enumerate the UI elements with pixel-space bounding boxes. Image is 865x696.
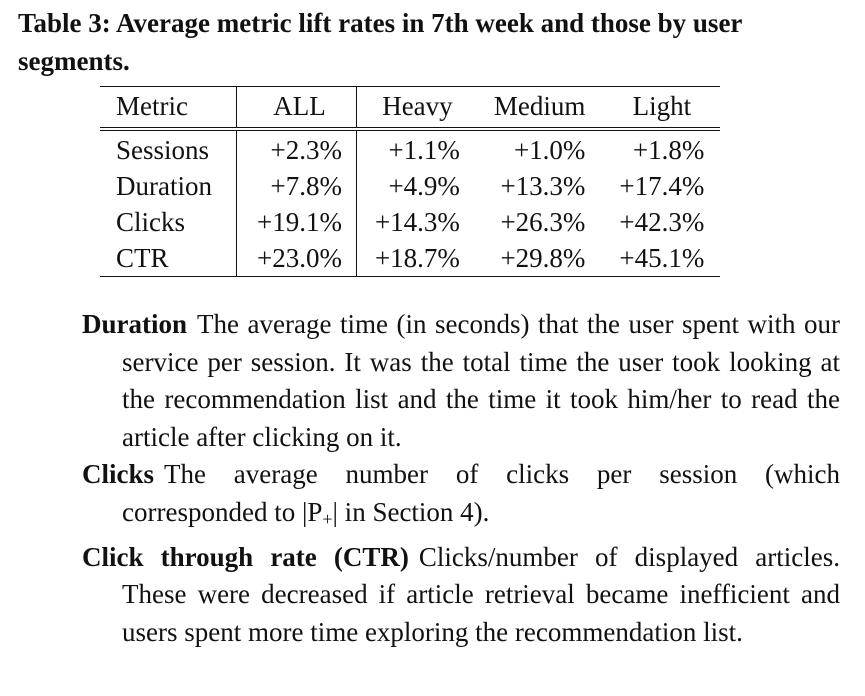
lift-rates-table: Metric ALL Heavy Medium Light Sessions +… (100, 86, 721, 277)
cell-all: +2.3% (236, 129, 357, 168)
cell-metric: Duration (100, 168, 237, 204)
cell-metric: CTR (100, 240, 237, 277)
cell-metric: Sessions (100, 129, 237, 168)
table-row-ctr: CTR +23.0% +18.7% +29.8% +45.1% (100, 240, 721, 277)
definition-duration: Duration The average time (in seconds) th… (82, 306, 840, 456)
definition-text: The average number of clicks per session… (122, 459, 840, 527)
definition-subscript: + (322, 508, 333, 529)
definition-clicks: Clicks The average number of clicks per s… (82, 456, 840, 538)
cell-heavy: +14.3% (374, 207, 460, 237)
table-header-row: Metric ALL Heavy Medium Light (100, 86, 721, 129)
cell-medium: +1.0% (513, 135, 586, 165)
table-row-duration: Duration +7.8% +4.9% +13.3% +17.4% (100, 168, 720, 204)
definition-ctr: Click through rate (CTR) Clicks/number of… (82, 539, 840, 652)
cell-metric: Clicks (100, 204, 237, 240)
definition-text: The average time (in seconds) that the u… (122, 309, 840, 452)
cell-light: +45.1% (619, 243, 705, 273)
definition-text: Clicks/number of displayed articles. The… (122, 541, 841, 647)
definition-term: Duration (82, 309, 188, 339)
definition-term: Click through rate (CTR) (82, 541, 409, 572)
cell-heavy: +4.9% (388, 171, 460, 201)
header-heavy: Heavy (382, 91, 453, 121)
cell-light: +1.8% (632, 135, 705, 165)
header-medium: Medium (493, 91, 586, 121)
cell-light: +17.4% (619, 171, 705, 201)
cell-all: +7.8% (236, 168, 357, 204)
cell-light: +42.3% (619, 207, 705, 237)
cell-heavy: +18.7% (374, 243, 460, 273)
definitions-list: Duration The average time (in seconds) th… (82, 306, 840, 651)
table-row-clicks: Clicks +19.1% +14.3% +26.3% +42.3% (100, 204, 720, 240)
cell-all: +23.0% (236, 240, 357, 277)
definition-term: Clicks (82, 459, 155, 490)
cell-all: +19.1% (236, 204, 357, 240)
cell-medium: +29.8% (500, 243, 586, 273)
cell-medium: +13.3% (500, 171, 586, 201)
header-all: ALL (236, 86, 357, 129)
definition-text-end: | in Section 4). (332, 496, 490, 527)
table-row-sessions: Sessions +2.3% +1.1% +1.0% +1.8% (100, 129, 720, 168)
header-light: Light (632, 91, 692, 121)
table-caption: Table 3: Average metric lift rates in 7t… (18, 8, 742, 76)
header-metric: Metric (100, 86, 237, 129)
cell-heavy: +1.1% (388, 135, 460, 165)
cell-medium: +26.3% (500, 207, 586, 237)
